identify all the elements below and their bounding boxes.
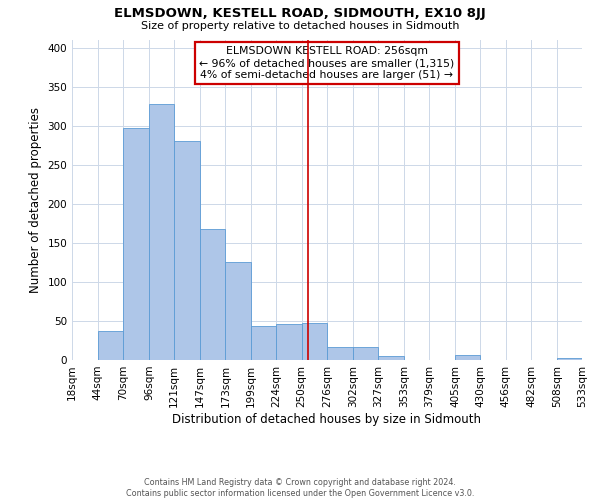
Bar (353, 346, 378, 360)
Y-axis label: Number of detached properties: Number of detached properties (29, 107, 42, 293)
Bar (557, 358, 582, 360)
Bar (378, 356, 404, 360)
Text: ELMSDOWN KESTELL ROAD: 256sqm
← 96% of detached houses are smaller (1,315)
4% of: ELMSDOWN KESTELL ROAD: 256sqm ← 96% of d… (199, 46, 455, 80)
Bar (226, 262, 251, 360)
Bar (276, 324, 302, 360)
Bar (124, 128, 149, 360)
Text: ELMSDOWN, KESTELL ROAD, SIDMOUTH, EX10 8JJ: ELMSDOWN, KESTELL ROAD, SIDMOUTH, EX10 8… (114, 8, 486, 20)
Bar (455, 356, 480, 360)
Bar (149, 104, 174, 360)
Text: Contains HM Land Registry data © Crown copyright and database right 2024.
Contai: Contains HM Land Registry data © Crown c… (126, 478, 474, 498)
Bar (174, 142, 200, 360)
Text: Size of property relative to detached houses in Sidmouth: Size of property relative to detached ho… (141, 21, 459, 31)
Bar (302, 322, 328, 360)
Bar (200, 229, 226, 360)
Bar (328, 346, 353, 360)
Bar (98, 331, 124, 360)
X-axis label: Distribution of detached houses by size in Sidmouth: Distribution of detached houses by size … (173, 412, 482, 426)
Bar (251, 326, 276, 360)
